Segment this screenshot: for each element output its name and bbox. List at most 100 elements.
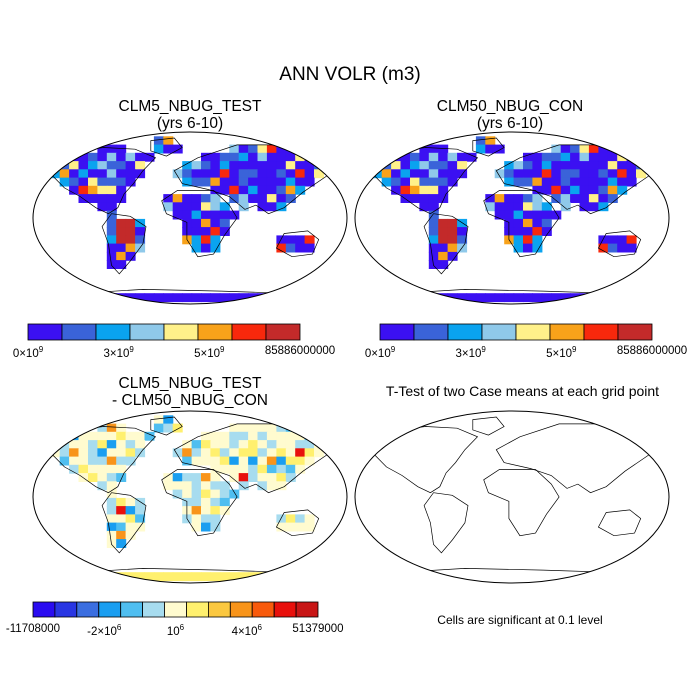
grid-cell: [97, 431, 108, 441]
grid-cell: [106, 260, 117, 269]
coastline-south-america: [423, 492, 469, 554]
grid-cell: [135, 169, 146, 179]
grid-cell: [106, 185, 117, 195]
grid-cell: [201, 448, 211, 458]
grid-cell: [475, 144, 486, 154]
grid-cell: [276, 431, 287, 441]
grid-cell: [541, 185, 552, 195]
grid-cell: [598, 144, 609, 154]
grid-cell: [276, 522, 287, 532]
grid-cell: [135, 218, 146, 228]
grid-cell: [238, 202, 249, 212]
grid-cell: [125, 530, 136, 540]
grid-cell: [513, 227, 524, 236]
grid-cell: [88, 431, 98, 441]
grid-cell: [229, 210, 240, 220]
grid-cell: [560, 161, 571, 170]
grid-cell: [410, 169, 420, 179]
grid-cell: [201, 473, 211, 482]
grid-cell: [560, 177, 571, 187]
grid-cell: [513, 202, 524, 212]
grid-cell: [238, 572, 249, 582]
grid-cell: [191, 235, 202, 245]
grid-cell: [295, 464, 306, 474]
grid-cell: [125, 152, 136, 162]
panel-1-title-line2: (yrs 6-10): [156, 115, 224, 132]
grid-cell: [106, 530, 117, 540]
colorbar-panel-2: [379, 323, 653, 341]
colorbar-swatch: [229, 601, 253, 618]
grid-cell: [513, 243, 524, 253]
grid-cell: [182, 489, 193, 499]
grid-cell: [97, 423, 108, 433]
grid-cell: [438, 235, 449, 245]
grid-cell: [182, 440, 193, 449]
coastline-greenland: [472, 416, 505, 436]
grid-cell: [59, 169, 70, 179]
grid-cell: [266, 448, 277, 458]
grid-cell: [135, 235, 146, 245]
grid-cell: [276, 423, 287, 433]
grid-cell: [106, 489, 117, 499]
grid-cell: [523, 243, 533, 253]
grid-cell: [570, 152, 581, 162]
grid-cell: [229, 185, 240, 195]
grid-cell: [116, 227, 127, 236]
grid-cell: [295, 177, 306, 187]
grid-cell: [153, 415, 164, 425]
grid-cell: [201, 572, 211, 582]
grid-cell: [560, 185, 571, 195]
grid-cell: [598, 243, 609, 253]
grid-cell: [523, 161, 533, 170]
grid-cell: [523, 218, 533, 228]
grid-cell: [201, 177, 211, 187]
colorbar-swatch: [27, 323, 63, 341]
grid-cell: [172, 481, 183, 491]
grid-cell: [191, 169, 202, 179]
grid-cell: [541, 227, 552, 236]
colorbar-tick-label: 3×109: [103, 345, 134, 360]
grid-cell: [106, 448, 117, 458]
grid-cell: [304, 456, 315, 466]
grid-cell: [438, 152, 449, 162]
grid-cell: [78, 152, 89, 162]
grid-cell: [135, 506, 146, 515]
grid-cell: [69, 177, 80, 187]
grid-cell: [485, 194, 496, 203]
colorbar-swatch: [163, 323, 199, 341]
grid-cell: [78, 431, 89, 441]
grid-cell: [257, 481, 268, 491]
grid-cell: [447, 161, 458, 170]
grid-cell: [210, 489, 221, 499]
grid-cell: [116, 260, 127, 269]
grid-cell: [219, 161, 230, 170]
grid-cell: [570, 144, 581, 154]
grid-cell: [285, 185, 296, 195]
grid-cell: [116, 152, 127, 162]
grid-cell: [513, 210, 524, 220]
grid-cell: [163, 136, 174, 146]
coastline-south-america: [423, 213, 469, 275]
grid-cell: [219, 497, 230, 507]
grid-cell: [257, 473, 268, 482]
colorbar-tick-label: 85886000000: [616, 345, 688, 357]
grid-cell: [201, 514, 211, 524]
grid-cell: [248, 431, 259, 441]
grid-cell: [457, 235, 468, 245]
colorbar-swatch: [120, 601, 143, 618]
grid-cell: [172, 194, 183, 203]
grid-cell: [295, 161, 306, 170]
grid-cell: [276, 202, 287, 212]
grid-cell: [419, 152, 430, 162]
grid-cell: [304, 161, 315, 170]
grid-cell: [419, 144, 430, 154]
grid-cell: [607, 293, 618, 303]
grid-cell: [304, 177, 315, 187]
grid-cell: [125, 497, 136, 507]
grid-cell: [116, 456, 127, 466]
grid-cell: [579, 169, 590, 179]
grid-cell: [135, 161, 146, 170]
grid-cell: [579, 194, 590, 203]
grid-cell: [617, 235, 628, 245]
grid-cell: [257, 194, 268, 203]
